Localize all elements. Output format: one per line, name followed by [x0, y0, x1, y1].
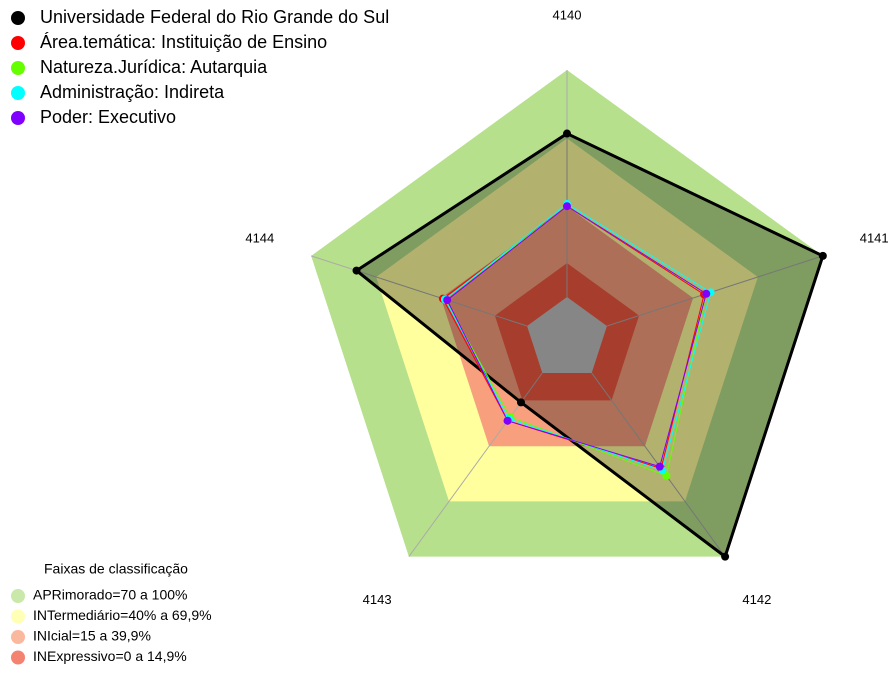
category-label: 4140	[553, 7, 582, 22]
legend-label: INExpressivo=0 a 14,9%	[33, 648, 187, 664]
legend-marker	[11, 86, 25, 100]
legend-label: Administração: Indireta	[40, 82, 225, 102]
legend-label: INTermediário=40% a 69,9%	[33, 607, 212, 623]
category-label: 4142	[742, 592, 771, 607]
legend-label: Natureza.Jurídica: Autarquia	[40, 57, 268, 77]
legend-label: Universidade Federal do Rio Grande do Su…	[40, 7, 389, 27]
point	[655, 462, 664, 471]
legend-marker	[11, 630, 25, 644]
legend-marker	[11, 609, 25, 624]
point	[503, 416, 512, 425]
series-line	[446, 205, 707, 468]
legend-marker	[11, 589, 25, 603]
point	[516, 398, 525, 407]
legend-marker	[11, 36, 25, 50]
bands-legend-title: Faixas de classificação	[44, 561, 188, 577]
legend-marker	[11, 111, 25, 125]
series-line	[353, 131, 825, 560]
point	[818, 251, 827, 260]
category-label: 4143	[363, 592, 392, 607]
legend-marker	[11, 11, 25, 25]
point	[702, 289, 711, 298]
legend-marker	[11, 650, 25, 665]
legend-marker	[11, 61, 25, 75]
category-label: 4141	[860, 231, 889, 246]
point	[563, 202, 571, 211]
point	[721, 552, 730, 561]
center-hole	[527, 297, 607, 373]
point	[443, 296, 452, 305]
legend-label: Área.temática: Instituição de Ensino	[40, 32, 327, 52]
axis-line	[311, 255, 528, 327]
point	[352, 266, 361, 275]
category-label: 4144	[245, 231, 274, 246]
axis-line	[606, 255, 823, 327]
legend-label: APRimorado=70 a 100%	[33, 587, 188, 603]
legend-label: INIcial=15 a 39,9%	[33, 628, 151, 644]
point	[662, 471, 671, 480]
point	[563, 129, 571, 138]
legend-label: Poder: Executivo	[40, 107, 176, 127]
